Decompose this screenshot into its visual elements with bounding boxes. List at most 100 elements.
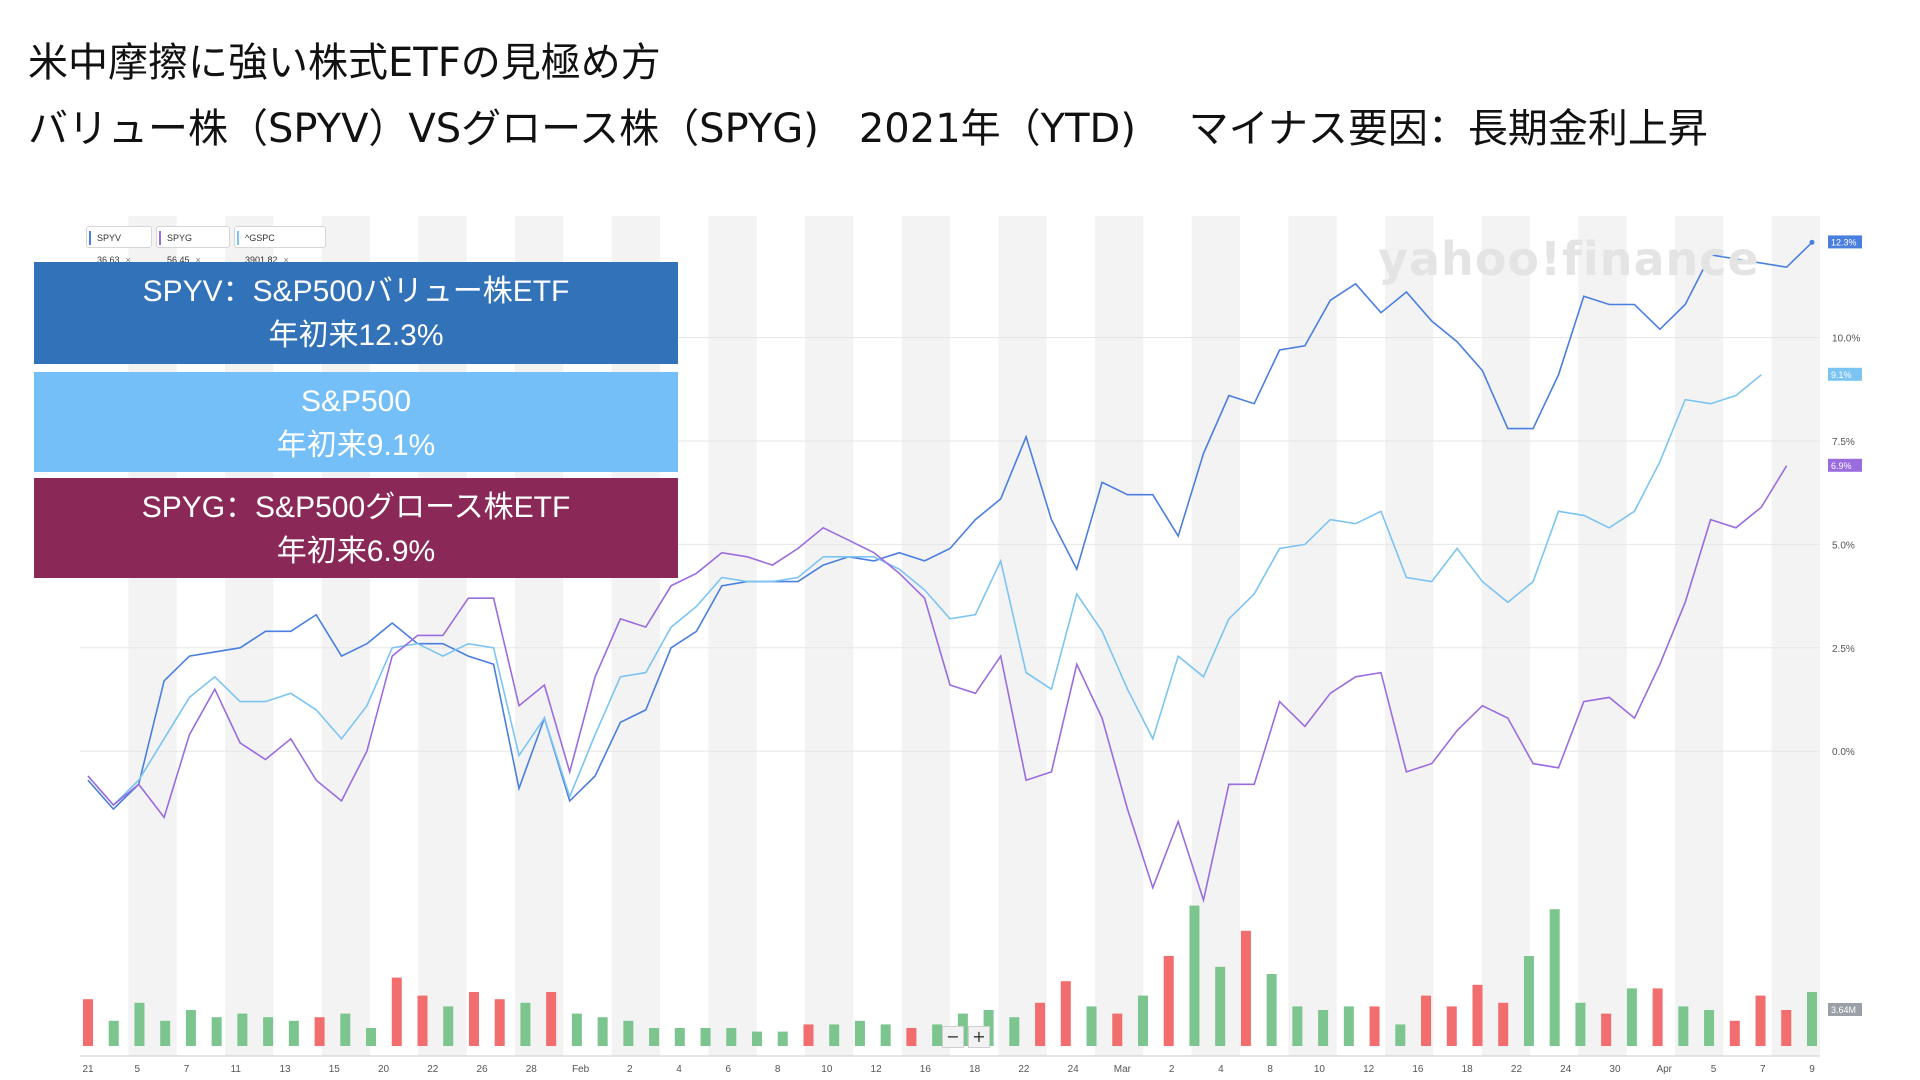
volume-bar: [263, 1017, 274, 1046]
x-tick-label: 15: [329, 1064, 341, 1075]
background-band: [1771, 216, 1820, 1056]
y-tick-label: 10.0%: [1832, 334, 1860, 345]
volume-bar: [1678, 1006, 1689, 1046]
chip-color-bar: [237, 231, 239, 245]
volume-bar: [366, 1028, 377, 1046]
background-band: [708, 216, 757, 1056]
x-tick-label: 22: [427, 1064, 439, 1075]
volume-bar: [417, 995, 428, 1046]
background-band: [1675, 216, 1724, 1056]
end-value-text: 3.64M: [1831, 1005, 1856, 1015]
chip-spyg[interactable]: SPYG 56.45 ×: [156, 226, 230, 265]
volume-bar: [906, 1028, 917, 1046]
x-tick-label: 5: [134, 1064, 140, 1075]
volume-bar: [520, 1002, 531, 1046]
volume-bar: [1755, 995, 1766, 1046]
volume-bar: [1292, 1006, 1303, 1046]
volume-bar: [1704, 1010, 1715, 1046]
chip-spyv[interactable]: SPYV 36.63 ×: [86, 226, 152, 265]
close-icon[interactable]: ×: [283, 255, 289, 265]
volume-bar: [1729, 1020, 1740, 1046]
x-tick-label: 7: [184, 1064, 190, 1075]
volume-bar: [160, 1020, 171, 1046]
x-tick-label: 20: [378, 1064, 390, 1075]
background-band: [998, 216, 1047, 1056]
x-tick-label: 18: [1462, 1064, 1474, 1075]
volume-bar: [1601, 1013, 1612, 1046]
legend-box-spyg: SPYG：S&P500グロース株ETF 年初来6.9%: [34, 478, 678, 578]
x-tick-label: 16: [920, 1064, 932, 1075]
end-value-bg: [1828, 235, 1862, 249]
volume-bar: [134, 1002, 145, 1046]
volume-bar: [1112, 1013, 1123, 1046]
volume-bar: [546, 992, 557, 1046]
legend-ytd: 年初来9.1%: [276, 429, 436, 462]
x-tick-label: 12: [1363, 1064, 1375, 1075]
volume-bar: [1060, 981, 1071, 1046]
end-value-label: 6.9%: [1828, 458, 1862, 472]
chip-label: SPYV 36.63: [97, 233, 122, 265]
background-band: [1578, 216, 1627, 1056]
volume-bar: [752, 1031, 763, 1046]
volume-bar: [880, 1024, 891, 1046]
x-tick-label: 22: [1511, 1064, 1523, 1075]
volume-bar: [1189, 905, 1200, 1046]
series-end-point: [1809, 239, 1815, 245]
volume-bar: [1626, 988, 1637, 1046]
x-tick-label: 30: [1609, 1064, 1621, 1075]
volume-bar: [597, 1017, 608, 1046]
legend-box-sp500: S&P500 年初来9.1%: [34, 372, 678, 472]
background-band: [901, 216, 950, 1056]
background-band: [1385, 216, 1434, 1056]
close-icon[interactable]: ×: [125, 255, 131, 265]
background-band: [805, 216, 854, 1056]
zoom-in-button[interactable]: +: [968, 1026, 990, 1048]
close-icon[interactable]: ×: [195, 255, 201, 265]
legend-ytd: 年初来6.9%: [276, 535, 436, 568]
volume-bar: [1215, 966, 1226, 1046]
background-band: [1481, 216, 1530, 1056]
volume-bar: [108, 1020, 119, 1046]
volume-bar: [340, 1013, 351, 1046]
x-tick-label: 26: [476, 1064, 488, 1075]
volume-bar: [829, 1024, 840, 1046]
volume-bar: [1240, 930, 1251, 1046]
x-tick-label: 24: [1560, 1064, 1572, 1075]
volume-bar: [288, 1020, 299, 1046]
legend-title: S&P500: [300, 385, 412, 418]
volume-bar: [1369, 1006, 1380, 1046]
volume-bar: [1163, 956, 1174, 1046]
series-line-sp500: [87, 374, 1762, 807]
end-value-label: 12.3%: [1828, 235, 1862, 249]
end-value-bg: [1828, 1003, 1862, 1016]
chip-label: ^GSPC 3901.82: [245, 233, 278, 265]
y-tick-label: 5.0%: [1832, 540, 1855, 551]
x-tick-label: 10: [1314, 1064, 1326, 1075]
end-value-label: 9.1%: [1828, 367, 1862, 381]
background-band: [1191, 216, 1240, 1056]
volume-bar: [1137, 995, 1148, 1046]
volume-bar: [391, 977, 402, 1046]
x-tick-label: 9: [1809, 1064, 1815, 1075]
x-tick-label: 12: [871, 1064, 883, 1075]
x-tick-label: Feb: [572, 1064, 590, 1075]
series-line-spyg: [87, 465, 1788, 904]
x-tick-label: Mar: [1114, 1064, 1132, 1075]
volume-bar: [1575, 1002, 1586, 1046]
background-band: [1288, 216, 1337, 1056]
end-value-bg: [1828, 458, 1862, 472]
volume-bar: [1009, 1017, 1020, 1046]
volume-bar: [1472, 984, 1483, 1046]
volume-bar: [803, 1024, 814, 1046]
volume-bar: [185, 1010, 196, 1046]
chip-gspc[interactable]: ^GSPC 3901.82 ×: [234, 226, 326, 265]
volume-bar: [1035, 1002, 1046, 1046]
volume-bar: [237, 1013, 248, 1046]
volume-bar: [1266, 974, 1277, 1046]
zoom-out-button[interactable]: −: [942, 1026, 964, 1048]
volume-bar: [1395, 1024, 1406, 1046]
x-tick-label: 18: [969, 1064, 981, 1075]
y-tick-label: 0.0%: [1832, 747, 1855, 758]
volume-bar: [726, 1028, 737, 1046]
volume-bar: [468, 992, 479, 1046]
